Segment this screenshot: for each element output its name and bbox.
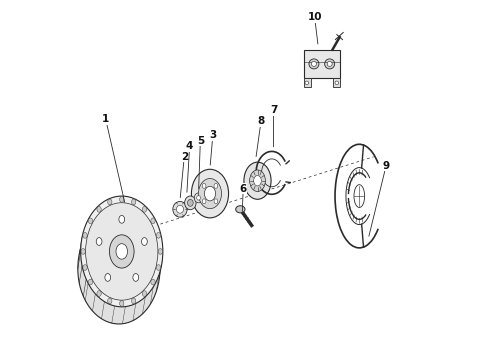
Text: 8: 8 [257,116,265,126]
Text: 6: 6 [240,184,247,194]
Ellipse shape [156,265,161,270]
Ellipse shape [108,298,112,304]
Ellipse shape [142,238,147,246]
Text: 7: 7 [270,105,277,115]
Ellipse shape [97,207,101,212]
Ellipse shape [176,205,184,213]
Ellipse shape [196,195,200,200]
Ellipse shape [158,249,163,254]
Ellipse shape [88,218,93,224]
Circle shape [312,62,317,66]
Ellipse shape [185,196,196,210]
Ellipse shape [105,274,111,281]
Ellipse shape [188,199,193,206]
Ellipse shape [96,238,102,246]
Ellipse shape [142,291,147,296]
Text: 9: 9 [383,161,390,171]
Ellipse shape [133,274,139,281]
Ellipse shape [131,298,136,304]
Ellipse shape [202,183,206,188]
Text: 4: 4 [186,141,194,151]
Ellipse shape [83,233,87,238]
Ellipse shape [204,186,216,201]
Ellipse shape [202,199,206,204]
Ellipse shape [119,215,124,223]
Ellipse shape [192,169,228,218]
Ellipse shape [354,185,365,207]
Ellipse shape [244,162,271,199]
Text: 5: 5 [196,136,204,146]
Circle shape [305,81,309,85]
Circle shape [325,59,335,69]
Ellipse shape [198,179,221,209]
Ellipse shape [131,199,136,205]
Text: 1: 1 [102,114,109,124]
Ellipse shape [86,203,158,300]
Ellipse shape [194,193,203,203]
FancyBboxPatch shape [304,78,311,87]
Ellipse shape [151,279,155,285]
Ellipse shape [109,235,134,268]
Text: 10: 10 [307,13,322,22]
Ellipse shape [249,170,266,192]
Ellipse shape [214,199,218,204]
Ellipse shape [151,218,155,224]
Circle shape [327,62,332,66]
Ellipse shape [254,176,261,186]
FancyBboxPatch shape [304,50,340,78]
Ellipse shape [108,199,112,205]
Ellipse shape [83,265,87,270]
Ellipse shape [97,291,101,296]
Ellipse shape [214,183,218,188]
Circle shape [335,81,339,85]
Ellipse shape [142,207,147,212]
Ellipse shape [78,213,160,324]
Ellipse shape [88,279,93,285]
Ellipse shape [156,233,161,238]
Ellipse shape [120,197,124,202]
Text: 3: 3 [209,130,217,140]
Ellipse shape [173,202,187,217]
Ellipse shape [120,301,124,306]
Circle shape [309,59,319,69]
Ellipse shape [116,244,127,259]
Ellipse shape [236,206,245,213]
Ellipse shape [81,249,85,254]
Text: 2: 2 [181,152,188,162]
FancyBboxPatch shape [333,78,341,87]
Ellipse shape [81,196,163,307]
